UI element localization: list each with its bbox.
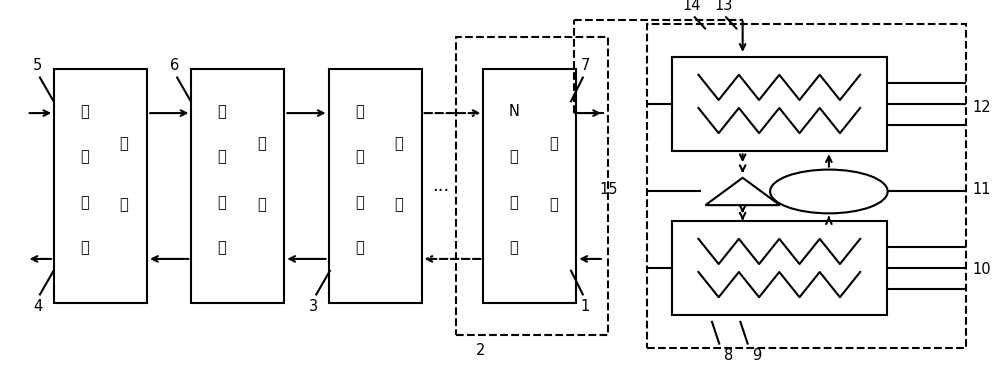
Bar — [672, 57, 887, 151]
Text: 热: 热 — [218, 195, 226, 210]
Bar — [647, 24, 966, 348]
Text: 模: 模 — [257, 137, 266, 151]
Text: 泵: 泵 — [218, 240, 226, 255]
Text: 4: 4 — [33, 299, 42, 314]
Text: 级: 级 — [218, 149, 226, 164]
Bar — [328, 69, 422, 303]
Text: ...: ... — [433, 177, 450, 195]
Text: 13: 13 — [714, 0, 733, 13]
Text: 二: 二 — [218, 104, 226, 119]
Text: 级: 级 — [355, 149, 364, 164]
Text: 9: 9 — [752, 348, 761, 363]
Text: 块: 块 — [549, 197, 558, 212]
Text: N: N — [509, 104, 520, 119]
Text: 热: 热 — [80, 195, 89, 210]
Text: 5: 5 — [33, 58, 42, 73]
Text: 模: 模 — [120, 137, 128, 151]
Bar — [456, 36, 608, 336]
Text: 三: 三 — [355, 104, 364, 119]
Text: 7: 7 — [581, 58, 590, 73]
Text: 12: 12 — [972, 100, 991, 115]
Text: 1: 1 — [581, 299, 590, 314]
Text: 泵: 泵 — [510, 240, 518, 255]
Text: 3: 3 — [309, 299, 318, 314]
Text: 块: 块 — [257, 197, 266, 212]
Bar — [672, 221, 887, 315]
Text: 块: 块 — [120, 197, 128, 212]
Text: 15: 15 — [599, 182, 618, 197]
Text: 模: 模 — [549, 137, 558, 151]
Text: 热: 热 — [355, 195, 364, 210]
Text: 级: 级 — [510, 149, 518, 164]
Text: 泵: 泵 — [355, 240, 364, 255]
Text: 热: 热 — [510, 195, 518, 210]
Text: 8: 8 — [724, 348, 733, 363]
Bar — [483, 69, 576, 303]
Text: 10: 10 — [972, 262, 991, 278]
Text: 6: 6 — [170, 58, 179, 73]
Bar — [191, 69, 284, 303]
Text: 一: 一 — [80, 104, 89, 119]
Text: 2: 2 — [476, 343, 485, 357]
Bar — [54, 69, 147, 303]
Text: 块: 块 — [394, 197, 403, 212]
Text: 泵: 泵 — [80, 240, 89, 255]
Text: 14: 14 — [683, 0, 701, 13]
Text: 11: 11 — [972, 182, 991, 197]
Text: 级: 级 — [80, 149, 89, 164]
Text: 模: 模 — [394, 137, 403, 151]
